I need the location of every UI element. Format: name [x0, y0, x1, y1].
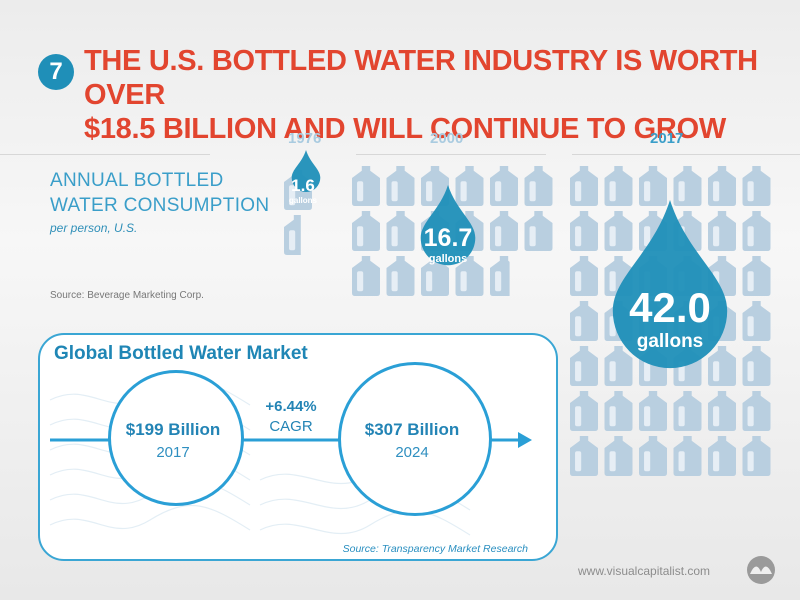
gallon-jug-icon — [524, 211, 553, 251]
drop-unit-1976: gallons — [288, 196, 317, 205]
consumption-source: Source: Beverage Marketing Corp. — [50, 290, 204, 301]
water-drop-1976 — [291, 150, 321, 193]
year-label-1976: 1976 — [288, 130, 322, 147]
gallon-jug-icon — [742, 346, 771, 386]
gallon-jug-icon — [490, 166, 518, 206]
water-drop-2000 — [420, 185, 476, 266]
market-cagr-value: +6.44% — [265, 398, 317, 415]
year-label-2000: 2000 — [430, 130, 464, 147]
market-2017-value: $199 Billion — [125, 420, 221, 439]
gallon-jug-icon — [455, 166, 484, 206]
consumption-title: ANNUAL BOTTLED WATER CONSUMPTION — [50, 168, 270, 218]
drop-value-2017: 42.0 — [629, 284, 711, 331]
gallon-jug-icon — [352, 256, 380, 296]
gallon-jug-icon — [708, 391, 736, 431]
market-cagr: +6.44% CAGR — [246, 397, 336, 437]
gallon-jug-icon — [639, 436, 667, 476]
market-cagr-label: CAGR — [269, 418, 313, 435]
drop-label-1976: 1.6 gallons — [278, 176, 328, 205]
market-2024-text: $307 Billion 2024 — [342, 420, 482, 461]
gallon-jug-icon — [604, 391, 633, 431]
gallon-jug-icon — [421, 256, 449, 296]
divider-right — [572, 154, 800, 155]
gallon-jug-icon — [386, 211, 415, 251]
gallon-jug-icon — [708, 346, 736, 386]
gallon-jug-icon — [639, 391, 667, 431]
divider-middle — [356, 154, 546, 155]
section-number-badge: 7 — [38, 54, 74, 90]
gallon-jug-icon — [421, 166, 449, 206]
market-2017-circle — [108, 370, 244, 506]
gallon-jug-icon — [742, 436, 771, 476]
gallon-jug-icon — [455, 256, 484, 296]
year-label-2017: 2017 — [650, 130, 684, 147]
gallon-jug-icon — [673, 436, 702, 476]
gallon-jug-icon — [604, 436, 633, 476]
drop-unit-2000: gallons — [428, 253, 468, 265]
drop-unit-2017: gallons — [636, 331, 704, 352]
page-title: THE U.S. BOTTLED WATER INDUSTRY IS WORTH… — [84, 44, 784, 146]
title-line-1: THE U.S. BOTTLED WATER INDUSTRY IS WORTH… — [84, 45, 758, 111]
market-2024-circle — [338, 362, 492, 516]
gallon-jug-icon — [604, 211, 633, 251]
gallon-jug-icon — [708, 436, 736, 476]
market-2017-year: 2017 — [156, 444, 190, 461]
gallon-jug-icon — [570, 346, 598, 386]
consumption-title-line-2: WATER CONSUMPTION — [50, 195, 270, 216]
market-title: Global Bottled Water Market — [54, 343, 308, 364]
gallon-jug-icon — [673, 166, 702, 206]
title-line-2: $18.5 BILLION AND WILL CONTINUE TO GROW — [84, 113, 726, 145]
gallon-jug-icon — [742, 391, 771, 431]
market-source: Source: Transparency Market Research — [342, 543, 528, 555]
gallon-jug-icon — [386, 166, 415, 206]
gallon-jug-icon — [352, 166, 380, 206]
gallon-jug-icon — [524, 166, 553, 206]
water-drop-2017 — [612, 200, 728, 369]
gallon-jug-icon — [639, 166, 667, 206]
gallon-jug-icon — [742, 211, 771, 251]
gallon-jug-icon — [570, 301, 598, 341]
footer-url: www.visualcapitalist.com — [578, 564, 711, 578]
gallon-jug-icon — [386, 256, 415, 296]
gallon-jug-icon — [570, 256, 598, 296]
gallon-jug-icon — [742, 256, 771, 296]
market-2024-year: 2024 — [395, 444, 429, 461]
gallon-jug-icon — [570, 166, 598, 206]
gallon-jug-icon — [604, 166, 633, 206]
drop-value-2000: 16.7 — [423, 224, 473, 252]
divider-left — [0, 154, 210, 155]
gallon-jug-icon — [570, 391, 598, 431]
gallon-jug-icon — [570, 436, 598, 476]
consumption-subtitle: per person, U.S. — [50, 221, 138, 235]
gallon-jug-icon — [352, 211, 380, 251]
market-2017-text: $199 Billion 2017 — [103, 420, 243, 461]
gallon-jug-icon — [742, 301, 771, 341]
gallon-jug-icon — [490, 256, 510, 296]
gallon-jug-icon — [570, 211, 598, 251]
gallon-jug-icon — [742, 166, 771, 206]
gallon-jug-icon — [604, 346, 633, 386]
gallon-jug-icon — [284, 215, 301, 255]
drop-value-1976: 1.6 — [291, 176, 315, 195]
gallon-jug-icon — [708, 211, 736, 251]
consumption-title-line-1: ANNUAL BOTTLED — [50, 170, 224, 191]
gallon-jug-icon — [673, 391, 702, 431]
drop-label-2017: 42.0 gallons — [610, 285, 730, 353]
market-2024-value: $307 Billion — [364, 420, 460, 439]
gallon-jug-icon — [490, 211, 518, 251]
gallon-jug-icon — [708, 166, 736, 206]
drop-label-2000: 16.7 gallons — [410, 224, 486, 265]
